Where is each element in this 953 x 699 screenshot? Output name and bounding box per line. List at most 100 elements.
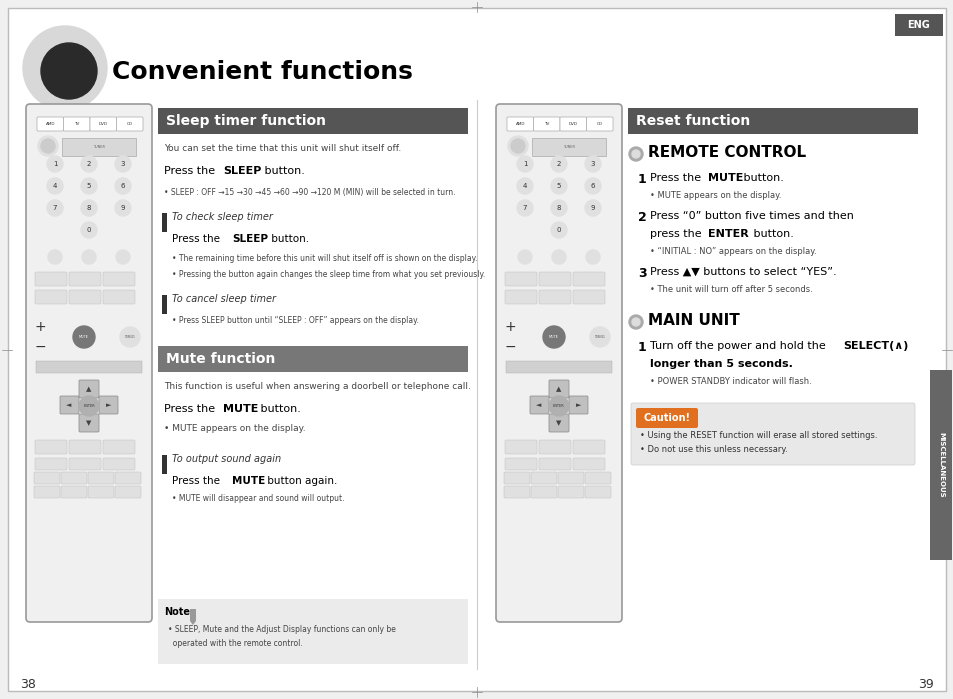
Text: 8: 8 — [87, 205, 91, 211]
Polygon shape — [190, 609, 195, 625]
Text: −: − — [34, 340, 46, 354]
Text: • SLEEP : OFF →15 →30 →45 →60 →90 →120 M (MIN) will be selected in turn.: • SLEEP : OFF →15 →30 →45 →60 →90 →120 M… — [164, 188, 455, 197]
Circle shape — [584, 200, 600, 216]
Circle shape — [81, 222, 97, 238]
Circle shape — [73, 326, 95, 348]
Text: 7: 7 — [522, 205, 527, 211]
Text: DVD: DVD — [99, 122, 108, 126]
Circle shape — [584, 156, 600, 172]
Text: Press the: Press the — [649, 173, 704, 183]
FancyBboxPatch shape — [504, 440, 537, 454]
Text: Press the: Press the — [164, 166, 218, 176]
Circle shape — [517, 156, 533, 172]
Text: MUTE: MUTE — [79, 335, 89, 339]
Bar — [532, 138, 605, 156]
FancyBboxPatch shape — [558, 486, 583, 498]
Circle shape — [120, 327, 140, 347]
Text: TUNING: TUNING — [594, 335, 604, 339]
Text: 6: 6 — [590, 183, 595, 189]
FancyBboxPatch shape — [64, 117, 90, 131]
Circle shape — [79, 396, 99, 416]
FancyBboxPatch shape — [69, 272, 101, 286]
Circle shape — [511, 139, 524, 153]
Circle shape — [631, 318, 639, 326]
FancyBboxPatch shape — [530, 396, 548, 414]
Circle shape — [41, 139, 55, 153]
FancyBboxPatch shape — [60, 396, 79, 414]
FancyBboxPatch shape — [35, 290, 67, 304]
FancyBboxPatch shape — [35, 440, 67, 454]
Text: SLEEP: SLEEP — [223, 166, 261, 176]
Text: 5: 5 — [557, 183, 560, 189]
Text: • MUTE appears on the display.: • MUTE appears on the display. — [164, 424, 305, 433]
Text: Convenient functions: Convenient functions — [112, 60, 413, 84]
Circle shape — [551, 178, 566, 194]
Bar — [505, 361, 612, 373]
Text: ENG: ENG — [906, 20, 929, 30]
FancyBboxPatch shape — [538, 290, 571, 304]
FancyBboxPatch shape — [531, 472, 557, 484]
Text: ENTER: ENTER — [553, 404, 564, 408]
FancyBboxPatch shape — [88, 472, 113, 484]
FancyBboxPatch shape — [538, 272, 571, 286]
Text: • “INITIAL : NO” appears on the display.: • “INITIAL : NO” appears on the display. — [649, 247, 816, 256]
Text: button.: button. — [256, 404, 300, 414]
Text: operated with the remote control.: operated with the remote control. — [168, 639, 302, 648]
Circle shape — [585, 250, 599, 264]
Circle shape — [631, 150, 639, 158]
Text: 0: 0 — [87, 227, 91, 233]
Text: 1: 1 — [52, 161, 57, 167]
Text: Press the: Press the — [172, 234, 223, 244]
Text: 0: 0 — [557, 227, 560, 233]
FancyBboxPatch shape — [90, 117, 116, 131]
Text: To output sound again: To output sound again — [172, 454, 281, 464]
Text: TUNING: TUNING — [125, 335, 135, 339]
Text: ◄: ◄ — [67, 402, 71, 408]
Text: Press “0” button five times and then: Press “0” button five times and then — [649, 211, 853, 221]
Text: • Press SLEEP button until “SLEEP : OFF” appears on the display.: • Press SLEEP button until “SLEEP : OFF”… — [172, 316, 418, 325]
Text: ENTER: ENTER — [707, 229, 748, 239]
Circle shape — [82, 250, 96, 264]
Circle shape — [552, 250, 565, 264]
Text: 3: 3 — [638, 267, 646, 280]
Text: ◄: ◄ — [536, 402, 541, 408]
Circle shape — [115, 178, 131, 194]
FancyBboxPatch shape — [568, 396, 587, 414]
FancyBboxPatch shape — [61, 486, 87, 498]
Text: 3: 3 — [121, 161, 125, 167]
Circle shape — [47, 200, 63, 216]
FancyBboxPatch shape — [37, 117, 64, 131]
Text: TUNER: TUNER — [562, 145, 575, 149]
FancyBboxPatch shape — [504, 458, 537, 470]
Circle shape — [81, 178, 97, 194]
Text: 2: 2 — [87, 161, 91, 167]
Text: 38: 38 — [20, 677, 36, 691]
FancyBboxPatch shape — [79, 414, 99, 432]
Text: SLEEP: SLEEP — [232, 234, 268, 244]
Circle shape — [48, 250, 62, 264]
Text: 4: 4 — [522, 183, 527, 189]
Circle shape — [517, 178, 533, 194]
FancyBboxPatch shape — [506, 117, 533, 131]
Text: 2: 2 — [557, 161, 560, 167]
Circle shape — [628, 315, 642, 329]
FancyBboxPatch shape — [558, 472, 583, 484]
Text: CD: CD — [597, 122, 602, 126]
Text: MUTE: MUTE — [223, 404, 258, 414]
Text: TUNER: TUNER — [92, 145, 105, 149]
Bar — [929, 370, 951, 560]
Bar — [162, 295, 167, 314]
Text: button.: button. — [749, 229, 793, 239]
Text: • SLEEP, Mute and the Adjust Display functions can only be: • SLEEP, Mute and the Adjust Display fun… — [168, 625, 395, 634]
Text: DVD: DVD — [568, 122, 578, 126]
Text: button.: button. — [261, 166, 305, 176]
Bar — [158, 599, 468, 664]
Text: • MUTE appears on the display.: • MUTE appears on the display. — [649, 191, 781, 200]
Bar — [158, 346, 468, 372]
Text: ENTER: ENTER — [83, 404, 94, 408]
Text: +: + — [503, 320, 516, 334]
Text: 6: 6 — [121, 183, 125, 189]
Text: MAIN UNIT: MAIN UNIT — [647, 313, 739, 328]
Circle shape — [551, 156, 566, 172]
Circle shape — [38, 136, 58, 156]
